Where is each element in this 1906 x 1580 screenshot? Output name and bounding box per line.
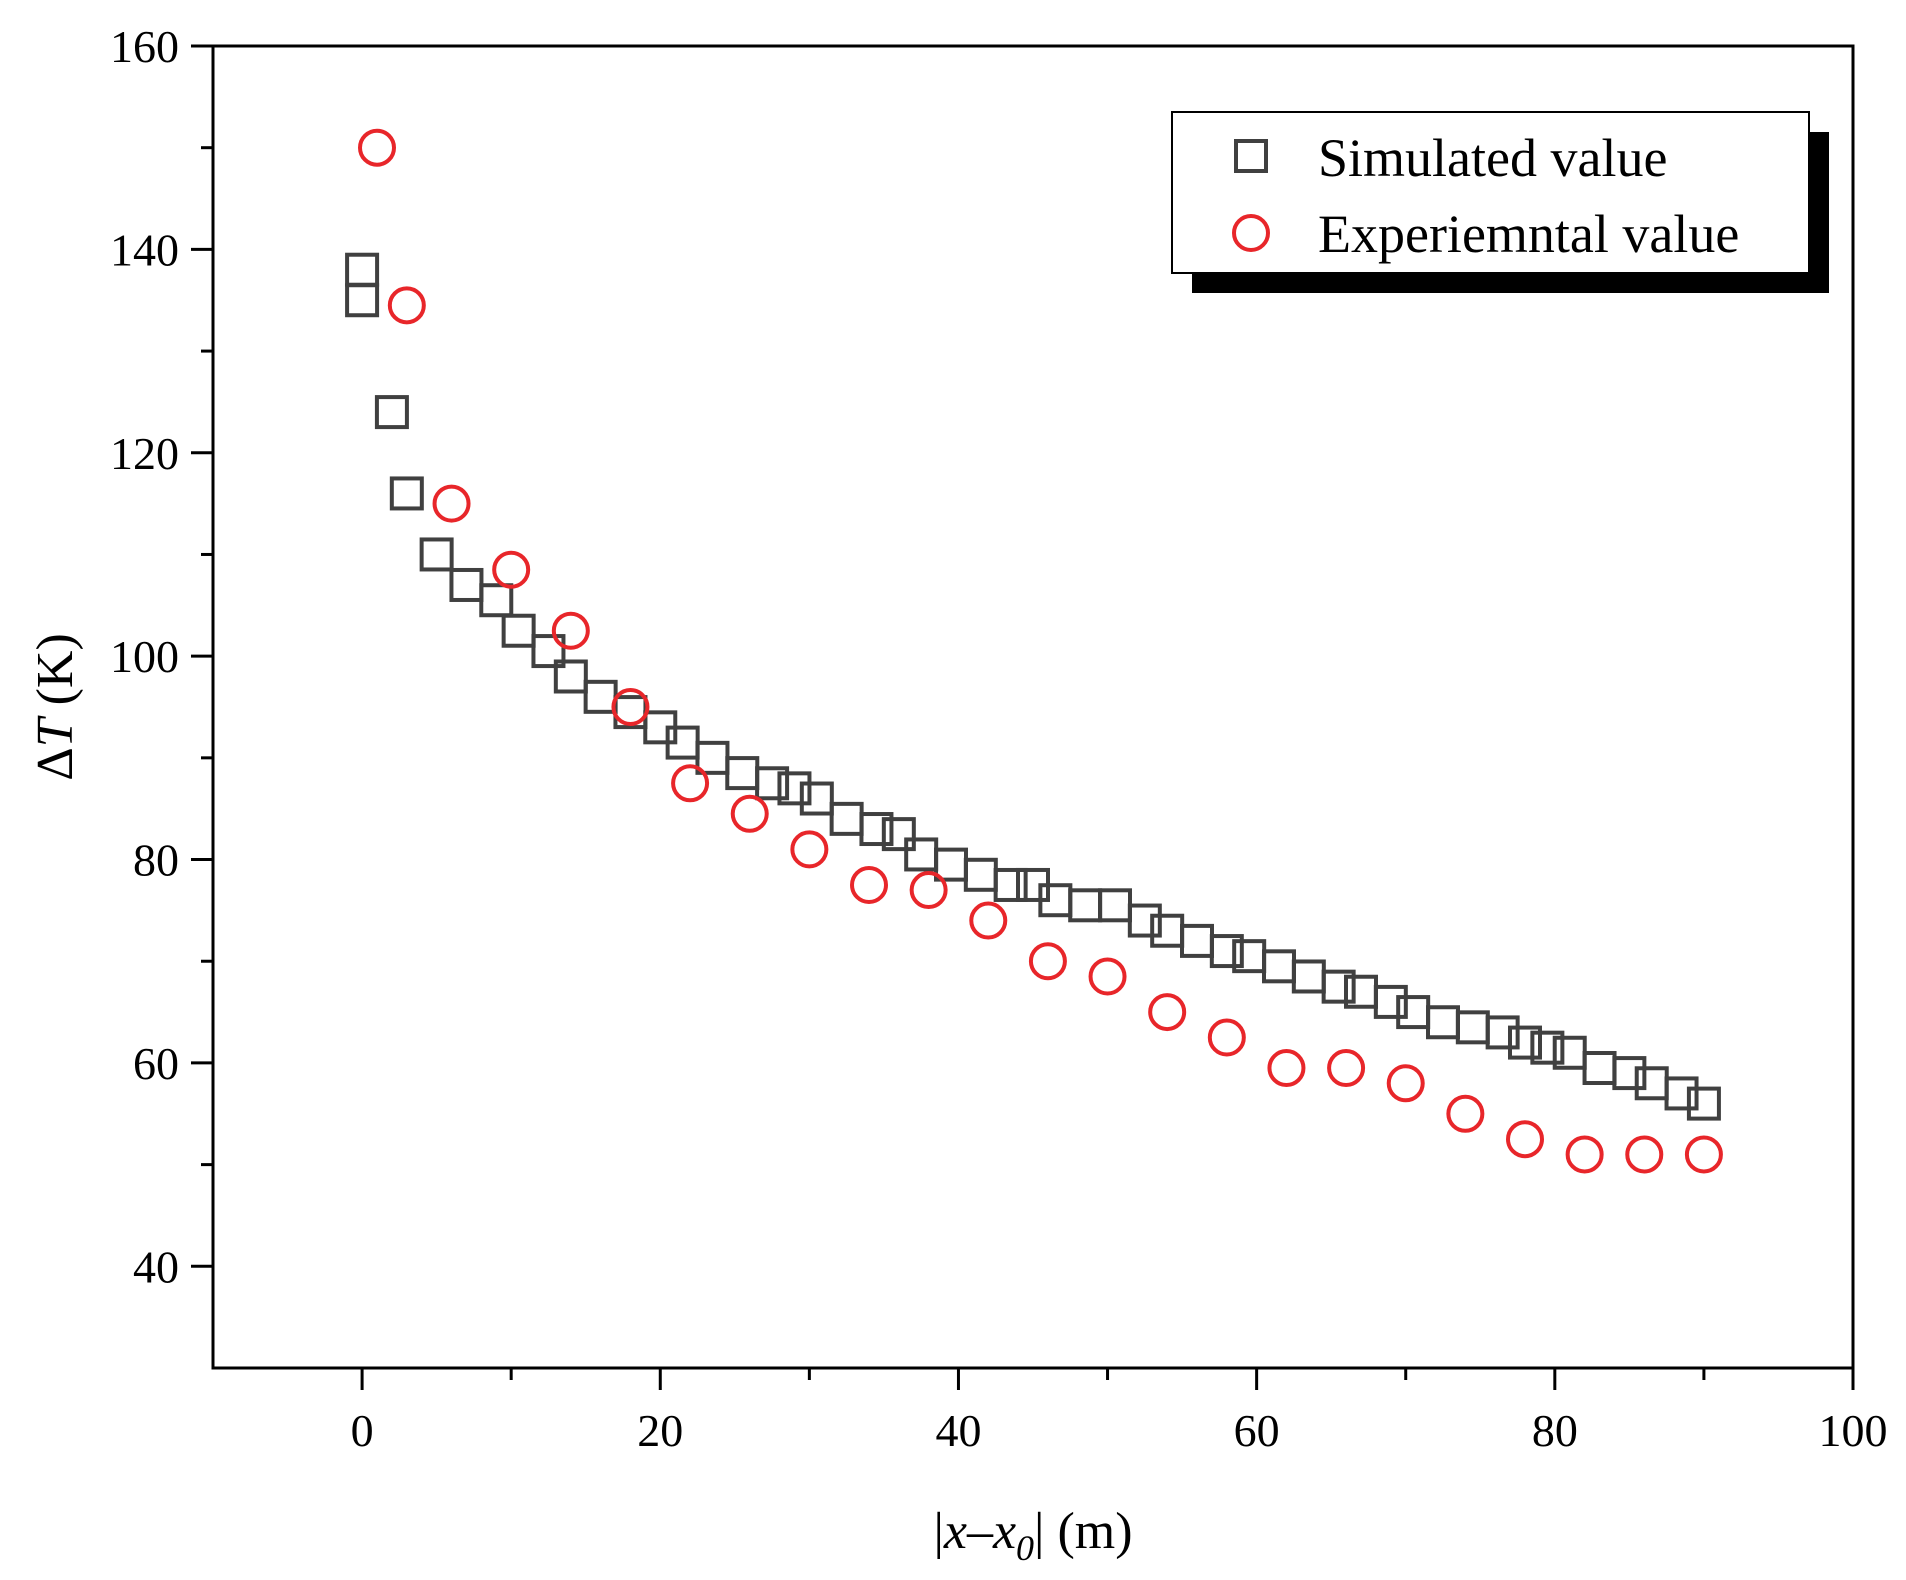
experimental-point bbox=[1506, 1120, 1544, 1159]
legend: Simulated value Experiemntal value bbox=[1171, 111, 1829, 293]
simulated-point bbox=[799, 781, 834, 816]
experimental-point bbox=[432, 484, 471, 523]
simulated-point bbox=[419, 537, 454, 572]
simulated-point bbox=[934, 847, 968, 882]
experimental-point bbox=[850, 865, 888, 904]
simulated-point bbox=[881, 817, 916, 852]
simulated-point bbox=[553, 659, 588, 694]
simulated-point bbox=[725, 756, 760, 791]
simulated-point bbox=[1127, 903, 1162, 938]
simulated-point bbox=[1098, 888, 1132, 923]
simulated-point bbox=[1262, 949, 1296, 984]
experimental-point bbox=[1207, 1018, 1246, 1057]
simulated-point bbox=[1664, 1076, 1699, 1111]
simulated-point bbox=[501, 613, 536, 648]
experimental-point bbox=[611, 688, 650, 726]
experimental-point bbox=[1028, 942, 1067, 981]
y-tick-label: 120 bbox=[110, 428, 179, 479]
legend-box bbox=[1171, 111, 1810, 274]
x-tick-label: 60 bbox=[1234, 1405, 1280, 1456]
simulated-point bbox=[345, 252, 380, 287]
simulated-point bbox=[1068, 888, 1103, 923]
simulated-point bbox=[389, 476, 424, 511]
simulated-point bbox=[1485, 1015, 1520, 1050]
x-tick-label: 0 bbox=[351, 1405, 374, 1456]
experimental-point bbox=[790, 830, 829, 869]
experimental-point bbox=[1148, 993, 1187, 1032]
legend-marker-square bbox=[1234, 139, 1268, 173]
experimental-point bbox=[1446, 1094, 1485, 1133]
simulated-point bbox=[1396, 995, 1431, 1030]
y-axis-title: ΔT (K) bbox=[27, 633, 84, 781]
simulated-point bbox=[904, 837, 939, 872]
series-simulated bbox=[345, 252, 1721, 1121]
experimental-point bbox=[1327, 1049, 1366, 1088]
experimental-point bbox=[909, 871, 948, 910]
legend-label-simulated: Simulated value bbox=[1318, 128, 1667, 188]
simulated-point bbox=[1321, 969, 1356, 1004]
simulated-point bbox=[777, 771, 812, 806]
simulated-point bbox=[755, 766, 790, 801]
y-tick-label: 140 bbox=[110, 224, 179, 275]
simulated-point bbox=[345, 283, 380, 318]
simulated-point bbox=[993, 867, 1028, 902]
simulated-point bbox=[829, 801, 864, 836]
experimental-point bbox=[387, 286, 426, 325]
y-tick-label: 60 bbox=[133, 1038, 179, 1089]
experimental-point bbox=[1267, 1049, 1306, 1088]
experimental-point bbox=[1625, 1135, 1664, 1174]
simulated-point bbox=[1291, 959, 1326, 994]
plot-frame bbox=[211, 44, 1855, 1370]
simulated-point bbox=[1612, 1056, 1647, 1091]
simulated-point bbox=[479, 583, 514, 618]
x-tick-label: 100 bbox=[1819, 1405, 1888, 1456]
experimental-point bbox=[1386, 1064, 1425, 1103]
experimental-point bbox=[671, 764, 710, 803]
simulated-point bbox=[1373, 984, 1408, 1019]
axis-ticks bbox=[191, 44, 1855, 1390]
simulated-point bbox=[531, 634, 566, 669]
simulated-point bbox=[963, 857, 998, 892]
simulated-point bbox=[1530, 1030, 1565, 1065]
x-tick-label: 20 bbox=[637, 1405, 683, 1456]
legend-label-experimental: Experiemntal value bbox=[1318, 204, 1739, 264]
simulated-point bbox=[374, 395, 409, 430]
tick-labels: 0 20 40 60 80 100 40 60 80 100 120 140 160 bbox=[110, 21, 1888, 1456]
experimental-point bbox=[1565, 1135, 1604, 1174]
series-experimental bbox=[358, 128, 1723, 1174]
experimental-point bbox=[492, 550, 531, 589]
simulated-point bbox=[859, 812, 894, 847]
experimental-point bbox=[969, 901, 1008, 940]
y-tick-label: 80 bbox=[133, 835, 179, 886]
simulated-point bbox=[1455, 1010, 1490, 1045]
simulated-point bbox=[1150, 913, 1185, 948]
y-tick-label: 100 bbox=[110, 631, 179, 682]
experimental-point bbox=[1088, 957, 1127, 996]
simulated-point bbox=[449, 567, 484, 602]
x-axis-title: |x–x0| (m) bbox=[933, 1503, 1132, 1568]
simulated-point bbox=[1686, 1086, 1721, 1121]
simulated-point bbox=[1634, 1066, 1669, 1101]
x-tick-label: 40 bbox=[935, 1405, 981, 1456]
experimental-point bbox=[730, 794, 769, 833]
experimental-point bbox=[1684, 1135, 1723, 1174]
x-tick-label: 80 bbox=[1532, 1405, 1578, 1456]
y-tick-label: 40 bbox=[133, 1241, 179, 1292]
experimental-point bbox=[358, 128, 396, 167]
simulated-point bbox=[695, 740, 730, 775]
simulated-point bbox=[583, 679, 618, 714]
simulated-point bbox=[1508, 1025, 1542, 1060]
legend-marker-circle bbox=[1232, 214, 1270, 252]
experimental-point bbox=[551, 611, 590, 650]
simulated-point bbox=[1582, 1051, 1617, 1086]
simulated-point bbox=[1426, 1005, 1460, 1040]
y-tick-label: 160 bbox=[110, 21, 179, 72]
simulated-point bbox=[1209, 934, 1244, 969]
simulated-point bbox=[1180, 923, 1214, 958]
